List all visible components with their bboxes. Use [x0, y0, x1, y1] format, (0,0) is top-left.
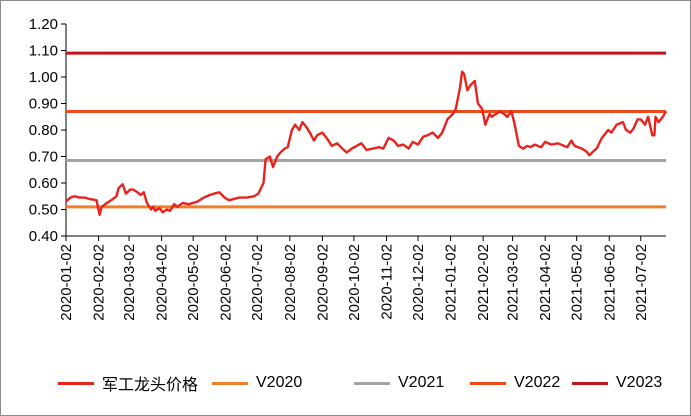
- legend-swatch: [354, 381, 390, 385]
- x-tick-label: 2021-02-02: [475, 244, 492, 321]
- x-tick-label: 2020-03-02: [121, 244, 138, 321]
- legend-label: V2023: [616, 374, 663, 391]
- legend-swatch: [572, 381, 608, 385]
- y-tick-label: 0.70: [29, 149, 58, 166]
- legend-label: V2022: [514, 374, 561, 391]
- legend-item: V2020: [212, 372, 302, 394]
- x-axis: 2020-01-02 2020-02-02 2020-03-02 2020-04-02…: [58, 235, 666, 321]
- y-tick-label: 0.50: [29, 202, 58, 219]
- legend-label: V2020: [256, 374, 303, 391]
- y-tick-label: 1.00: [29, 69, 58, 86]
- legend-item: V2023: [572, 372, 662, 394]
- legend-label: 军工龙头价格: [102, 377, 199, 394]
- x-tick-label: 2021-06-02: [601, 244, 618, 321]
- x-tick-label: 2020-11-02: [378, 244, 395, 320]
- y-axis: 0.40 0.50 0.60 0.70 0.80 0.90 1.00 1.10 1.20: [29, 16, 67, 245]
- x-tick-label: 2020-12-02: [410, 244, 427, 321]
- y-tick-label: 0.80: [29, 122, 58, 139]
- series-line-price: [65, 70, 668, 217]
- x-tick-label: 2020-06-02: [218, 244, 235, 321]
- series-lines: [65, 70, 668, 217]
- legend-label: V2021: [398, 374, 445, 391]
- x-tick-label: 2021-01-02: [443, 244, 460, 321]
- legend-item: V2021: [354, 372, 444, 394]
- y-tick-label: 0.60: [29, 175, 58, 192]
- x-tick-label: 2021-04-02: [537, 244, 554, 321]
- x-tick-label: 2020-01-02: [58, 244, 75, 321]
- reference-lines: [66, 51, 666, 209]
- x-tick-label: 2020-07-02: [249, 244, 266, 321]
- x-tick-label: 2020-08-02: [282, 244, 299, 321]
- x-tick-label: 2020-09-02: [314, 244, 331, 321]
- legend-item: V2022: [470, 372, 560, 394]
- x-tick-label: 2021-03-02: [505, 244, 522, 321]
- x-tick-label: 2020-05-02: [185, 244, 202, 321]
- x-tick-label: 2020-10-02: [346, 244, 363, 321]
- x-tick-label: 2020-04-02: [154, 244, 171, 321]
- legend-swatch: [212, 381, 248, 385]
- legend-swatch: [58, 381, 94, 385]
- y-tick-label: 0.40: [29, 228, 58, 245]
- y-tick-label: 1.10: [29, 43, 58, 60]
- legend-swatch: [470, 381, 506, 385]
- legend: 军工龙头价格 V2020 V2021 V2022 V2023: [0, 372, 691, 394]
- x-tick-label: 2020-02-02: [91, 244, 108, 321]
- y-tick-label: 0.90: [29, 96, 58, 113]
- legend-item: 军工龙头价格: [58, 372, 198, 394]
- x-tick-label: 2021-07-02: [633, 244, 650, 321]
- x-tick-label: 2021-05-02: [569, 244, 586, 321]
- y-tick-label: 1.20: [29, 16, 58, 33]
